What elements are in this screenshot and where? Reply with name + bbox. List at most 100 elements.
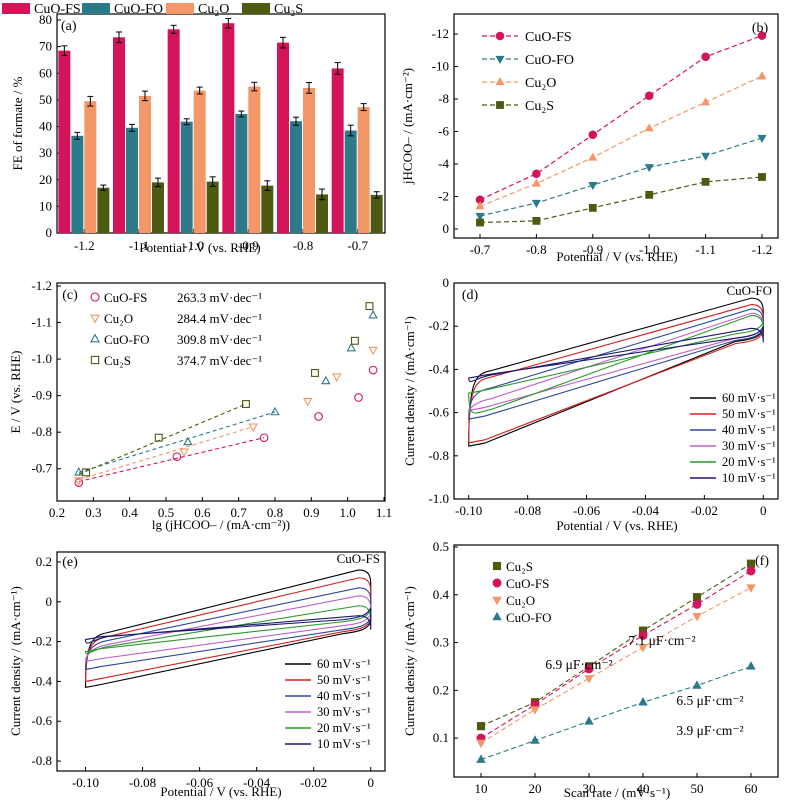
panel-label: (b) [752, 21, 769, 36]
series-line [479, 75, 763, 207]
legend-label: CuO-FO [104, 332, 150, 347]
data-point [758, 173, 766, 181]
fit-line [480, 587, 752, 744]
legend-label: Cu₂O [506, 593, 535, 608]
y-tick-label: -2 [438, 189, 449, 204]
y-tick-label: -0.6 [31, 713, 52, 728]
x-tick-label: -0.8 [526, 242, 547, 257]
y-tick-label: -12 [432, 26, 449, 41]
x-axis-label: Potential / V (vs. RHE) [556, 518, 677, 533]
y-tick-label: -0.4 [31, 673, 52, 688]
data-point [644, 123, 654, 132]
plot-frame [453, 13, 779, 239]
legend-label: CuO-FS [34, 2, 81, 17]
y-tick-label: -0.7 [31, 461, 52, 476]
legend-marker [492, 578, 502, 588]
x-tick-label: 20 [529, 781, 542, 796]
data-point [588, 203, 597, 212]
data-point [584, 664, 594, 674]
x-tick-label: -0.9 [238, 238, 259, 253]
x-tick-label: 30 [583, 781, 596, 796]
x-tick-label: -0.02 [691, 503, 718, 518]
data-point [259, 433, 269, 443]
bar [331, 68, 344, 234]
bar [113, 37, 125, 234]
data-point [365, 302, 374, 311]
y-tick-label: -0.8 [31, 753, 52, 768]
data-point [368, 309, 378, 319]
fit-line [78, 437, 265, 483]
x-tick-label: -0.9 [583, 242, 604, 257]
slope-label: 374.7 mV·dec⁻¹ [177, 353, 262, 368]
bar [206, 181, 219, 233]
data-point [746, 584, 756, 593]
x-tick-label: 0 [367, 775, 374, 790]
cv-loop [468, 314, 764, 414]
sample-label: CuO-FO [726, 283, 772, 298]
y-tick-label: 60 [39, 65, 52, 80]
sample-label: CuO-FS [337, 551, 380, 566]
y-tick-label: -0.8 [428, 448, 449, 463]
y-tick-label: 80 [39, 12, 52, 27]
data-point [314, 412, 323, 421]
x-tick-label: -1.1 [695, 242, 716, 257]
y-tick-label: -4 [438, 156, 449, 171]
data-point [531, 178, 541, 187]
legend-marker [90, 292, 100, 302]
data-point [757, 134, 767, 144]
data-point [530, 735, 540, 744]
x-tick-label: -0.06 [186, 775, 214, 790]
legend-label: 60 mV·s⁻¹ [722, 391, 776, 405]
bar [167, 29, 180, 233]
x-tick-label: 0.8 [267, 505, 283, 520]
x-tick-label: 50 [691, 781, 704, 796]
legend-label: 30 mV·s⁻¹ [317, 705, 371, 719]
x-tick-label: -0.04 [632, 503, 660, 518]
data-point [476, 218, 484, 227]
fit-line [78, 411, 276, 473]
data-point [531, 199, 541, 209]
legend-marker [492, 561, 502, 571]
data-point [172, 452, 182, 462]
data-point [476, 722, 486, 731]
x-tick-label: 0.7 [231, 505, 248, 520]
x-tick-label: -1.1 [129, 238, 150, 253]
data-point [588, 152, 598, 161]
series-line [479, 137, 763, 217]
legend-label: 40 mV·s⁻¹ [722, 423, 776, 437]
y-tick-label: -1.1 [31, 315, 52, 330]
y-tick-label: 0 [443, 221, 450, 236]
y-tick-label: 40 [39, 119, 52, 134]
y-tick-label: -0.4 [428, 361, 449, 376]
legend-label: Cu₂S [274, 2, 303, 17]
y-tick-label: 70 [39, 39, 52, 54]
data-point [692, 680, 702, 689]
plot-frame [56, 282, 386, 502]
slope-label: 309.8 mV·dec⁻¹ [177, 332, 262, 347]
data-point [701, 177, 710, 186]
x-tick-label: 0.5 [158, 505, 174, 520]
cv-loop [468, 325, 764, 382]
bar [152, 182, 164, 233]
data-point [701, 152, 711, 161]
panel-label: (a) [61, 19, 77, 34]
x-tick-label: -0.08 [514, 503, 541, 518]
legend-label: 30 mV·s⁻¹ [722, 439, 776, 453]
legend-label: Cu₂O [198, 2, 229, 17]
data-point [588, 182, 598, 191]
data-point [644, 164, 654, 173]
legend-label: CuO-FS [525, 30, 572, 45]
data-point [532, 216, 541, 225]
data-point [248, 423, 258, 433]
data-point [350, 336, 359, 345]
x-tick-label: 1.1 [376, 505, 392, 520]
x-tick-label: 10 [475, 781, 488, 796]
data-point [74, 477, 84, 486]
cv-loop [468, 312, 764, 412]
y-tick-label: -0.6 [428, 405, 449, 420]
x-tick-label: -0.08 [129, 775, 156, 790]
y-tick-label: 0 [46, 594, 53, 609]
slope-label: 263.3 mV·dec⁻¹ [177, 290, 262, 305]
bar [126, 127, 138, 233]
